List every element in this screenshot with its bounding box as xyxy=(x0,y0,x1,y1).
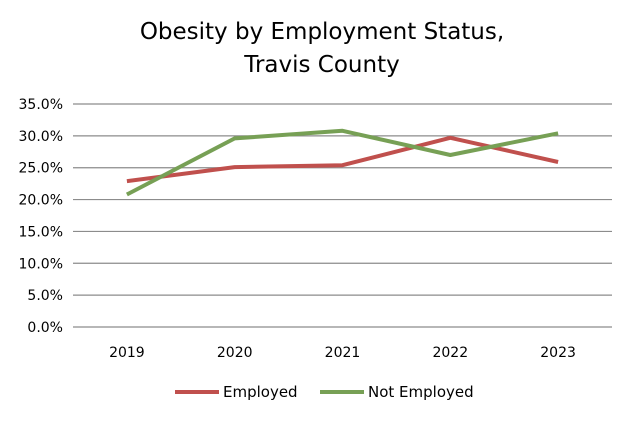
y-tick-label: 20.0% xyxy=(19,193,63,209)
y-tick-label: 10.0% xyxy=(19,256,63,272)
y-tick-label: 30.0% xyxy=(19,129,63,145)
y-tick-label: 15.0% xyxy=(19,224,63,240)
x-tick-label: 2022 xyxy=(432,345,468,361)
legend-label: Employed xyxy=(223,383,298,401)
x-axis-ticks: 2019 2020 2021 2022 2023 xyxy=(109,345,576,361)
gridlines xyxy=(73,103,612,328)
chart-title-line-2: Travis County xyxy=(243,52,399,78)
y-tick-label: 5.0% xyxy=(27,288,63,304)
y-tick-label: 0.0% xyxy=(27,320,63,336)
x-tick-label: 2019 xyxy=(109,345,145,361)
y-axis-ticks: 0.0% 5.0% 10.0% 15.0% 20.0% 25.0% 30.0% 35.0% xyxy=(19,97,63,336)
x-tick-label: 2023 xyxy=(540,345,576,361)
legend: Employed Not Employed xyxy=(175,383,474,401)
x-tick-label: 2021 xyxy=(325,345,361,361)
series-lines xyxy=(125,128,559,197)
series-line-not-employed xyxy=(125,128,559,197)
x-tick-label: 2020 xyxy=(217,345,253,361)
y-tick-label: 35.0% xyxy=(19,97,63,113)
chart-title-line-1: Obesity by Employment Status, xyxy=(140,19,504,45)
legend-label: Not Employed xyxy=(368,383,474,401)
y-tick-label: 25.0% xyxy=(19,161,63,177)
